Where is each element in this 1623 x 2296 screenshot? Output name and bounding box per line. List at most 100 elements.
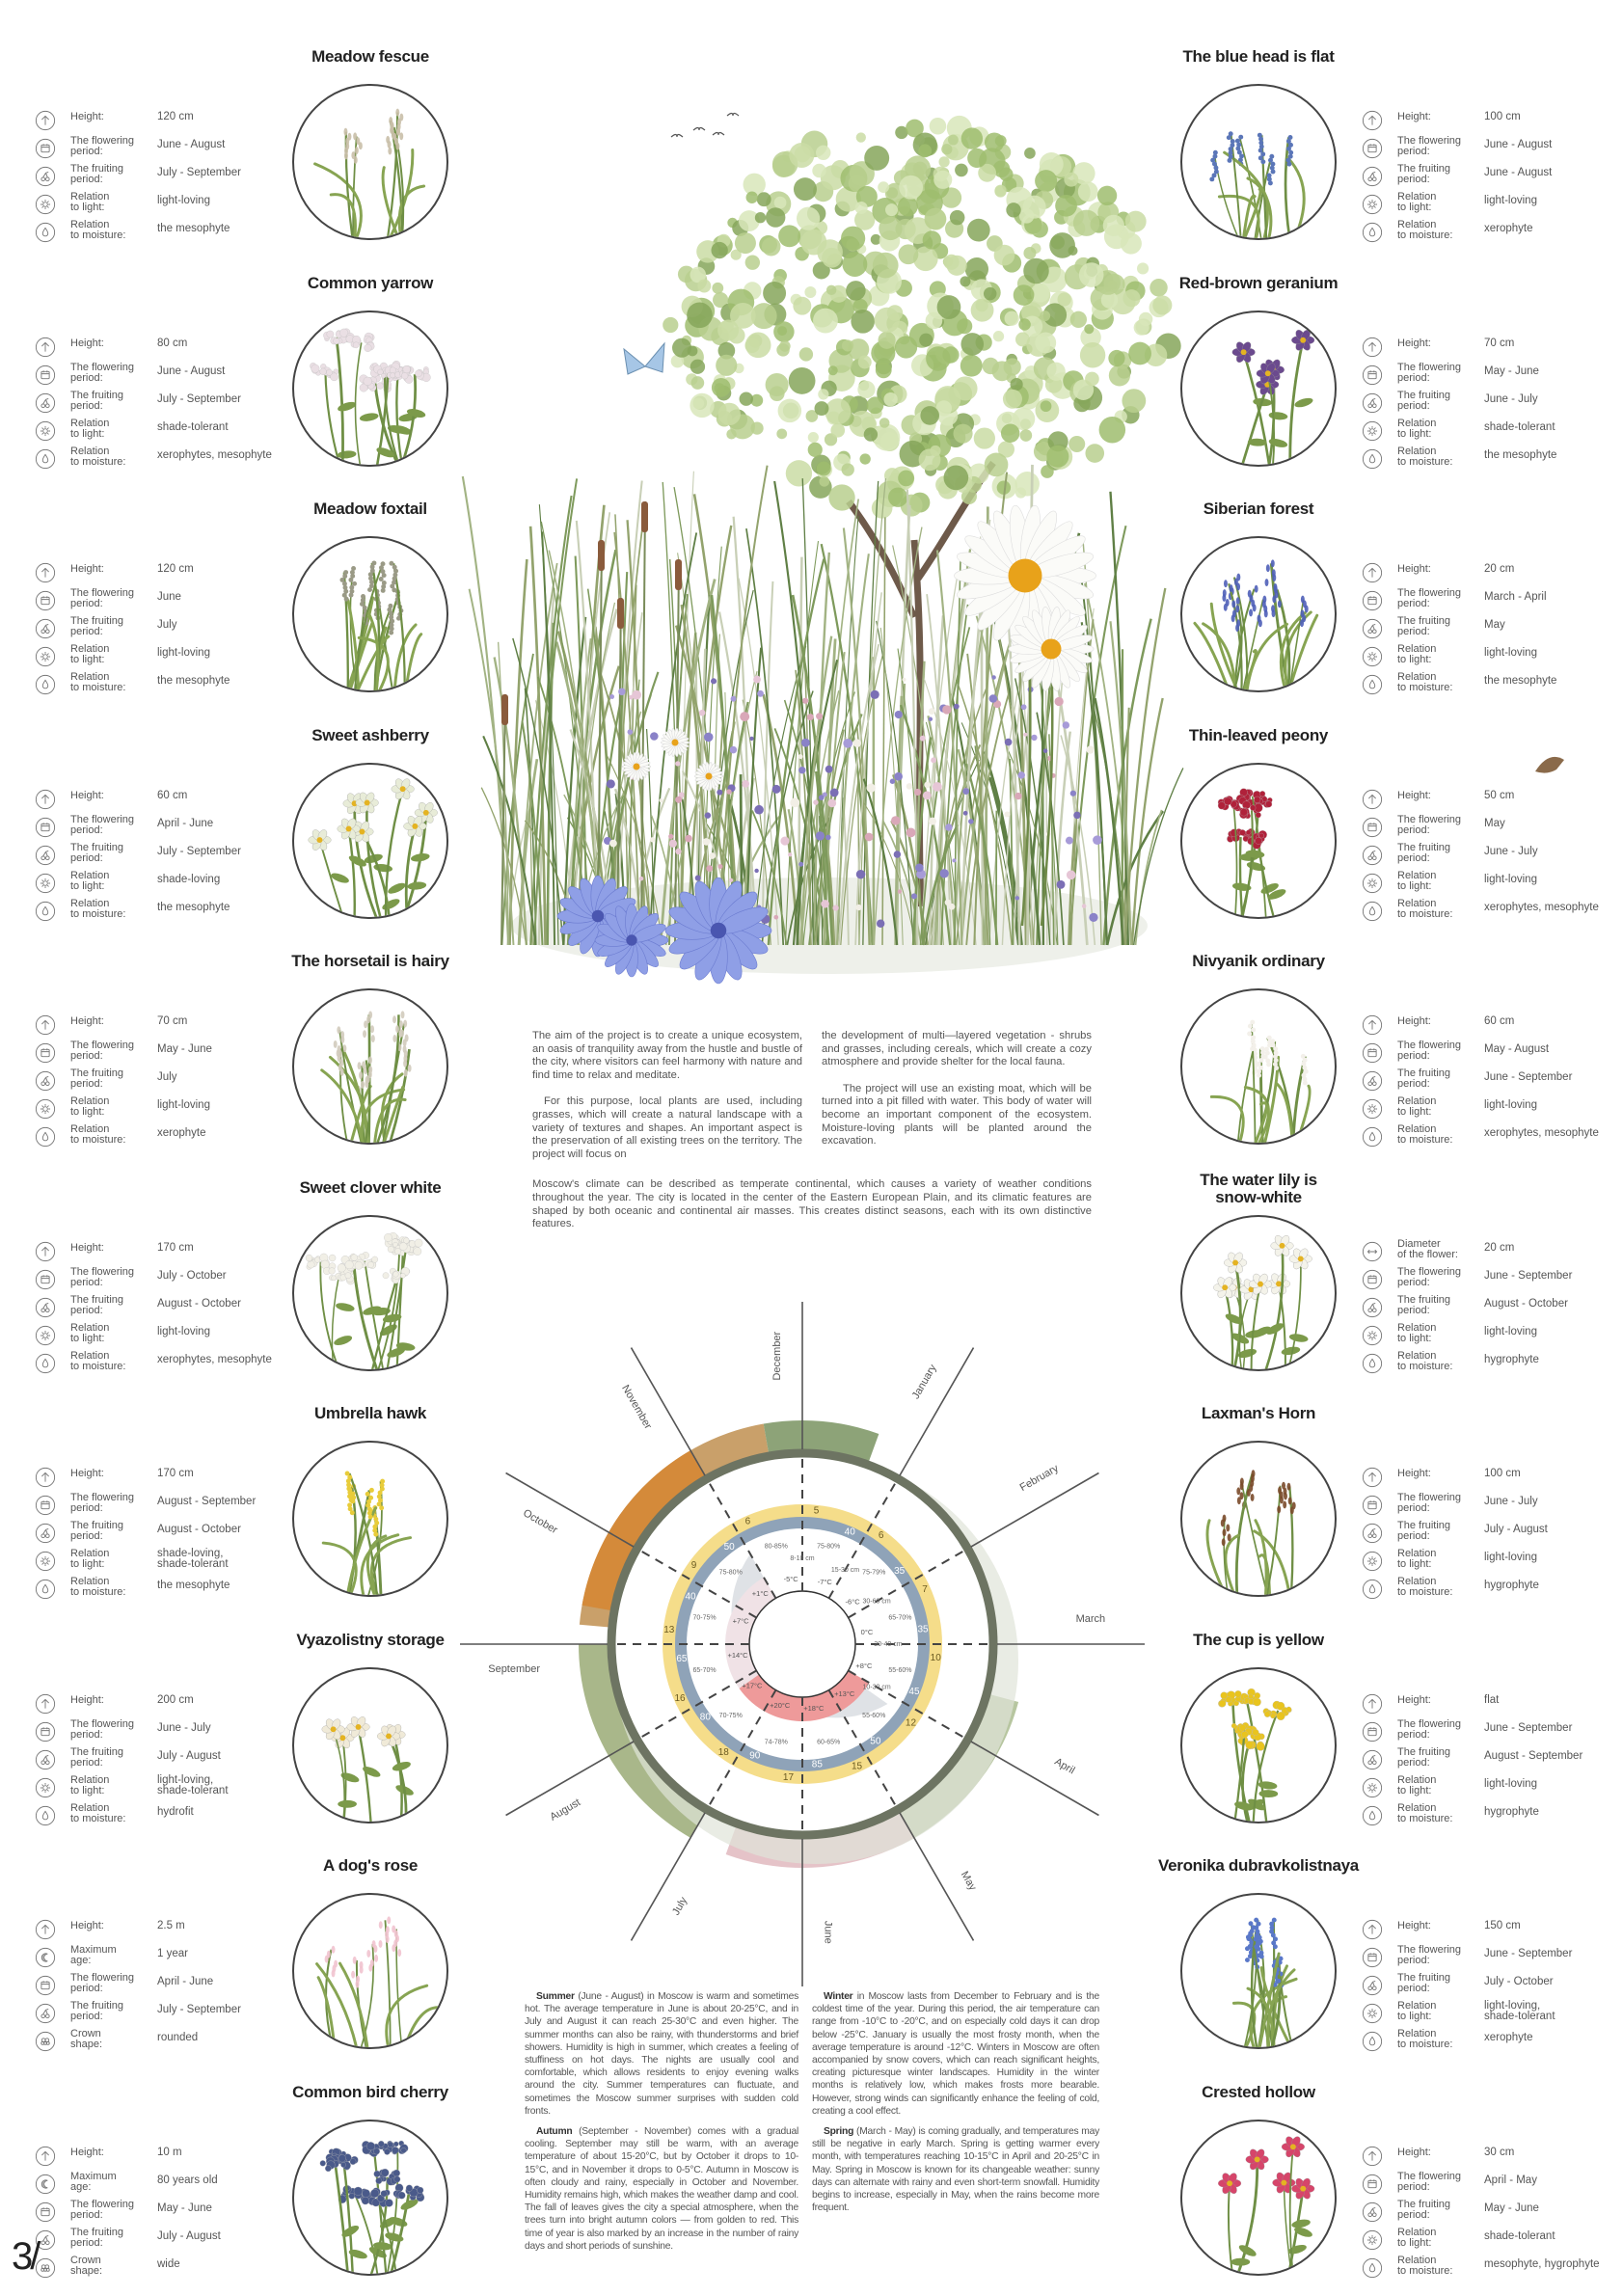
season-text: (September - November) comes with a grad… [525,2126,798,2252]
cherry-icon [1362,1523,1383,1544]
plant-name: The cup is yellow [1193,1630,1324,1649]
climate-text: Moscow's climate can be described as tem… [532,1178,1092,1230]
plant-name: The water lily is snow-white [1200,1170,1317,1206]
height-icon [35,110,56,131]
attribute-label: The flowering period: [70,1040,135,1062]
height-icon [1362,1014,1383,1036]
height-icon [35,2146,56,2167]
plant-name: Siberian forest [1203,500,1314,518]
sunshine-ring [663,1504,942,1784]
attribute-value: 120 cm [157,563,194,575]
height-icon [1362,1467,1383,1488]
attribute-label: Height: [70,1920,104,1931]
attribute-label: Relation to light: [70,1548,110,1570]
precipitation-ring [675,1517,930,1771]
season-spring: Spring (March - May) is coming gradually… [812,2125,1099,2214]
month-divider-dashed [706,1478,777,1599]
drop-icon [1362,448,1383,470]
height-icon [1362,337,1383,358]
precipitation-label: 65 [676,1654,688,1664]
attribute-value: the mesophyte [157,223,230,234]
calendar-icon [1362,1495,1383,1516]
plant-illustration [310,328,431,465]
attribute-label: The flowering period: [70,813,135,836]
temperature-label: -7°C [818,1578,833,1586]
precipitation-label: 85 [812,1760,824,1770]
sun-icon [1362,420,1383,442]
attribute-value: 30 cm [1484,2146,1515,2158]
sun-icon [1362,873,1383,894]
attribute-value: xerophytes, mesophyte [157,1353,272,1365]
plant-illustration [1193,559,1319,690]
attribute-value: light-loving [1484,1099,1537,1111]
cherry-icon [35,618,56,639]
chicory-flower [594,903,669,978]
humidity-ring [687,1528,918,1760]
attribute-value: 120 cm [157,111,194,122]
plant-image [1180,1893,1337,2049]
calendar-icon [1362,138,1383,159]
calendar-icon [35,138,56,159]
sun-icon [35,1777,56,1798]
precipitation-label: 50 [724,1542,736,1553]
attribute-label: Relation to light: [1397,2000,1437,2022]
attribute-label: The flowering period: [1397,587,1462,609]
plant-image [292,84,448,240]
cattail [675,559,682,590]
month-label: April [1052,1756,1076,1776]
warm-temperature-arc [739,1670,870,1721]
sunshine-hours-label: 15 [852,1762,863,1772]
attribute-label: The fruiting period: [70,2226,124,2249]
attribute-value: June - August [1484,139,1553,150]
temperature-label: -6°C [846,1597,861,1606]
attribute-label: Height: [1397,111,1431,122]
attribute-label: Relation to light: [70,869,110,892]
attribute-value: 100 cm [1484,1468,1521,1479]
attribute-value: 50 cm [1484,789,1515,801]
drop-icon [1362,674,1383,695]
sun-icon [1362,646,1383,667]
attribute-label: Relation to moisture: [1397,671,1453,693]
attribute-label: The fruiting period: [1397,615,1451,637]
height-icon [35,789,56,810]
cherry-icon [35,1523,56,1544]
attribute-value: shade-tolerant [1484,2229,1555,2242]
cool-temperature-arc [725,1577,776,1688]
plant-name: Laxman's Horn [1201,1404,1316,1422]
drop-icon [35,1353,56,1374]
sunshine-hours-label: 5 [814,1505,820,1516]
attribute-value: July - September [157,167,241,178]
precipitation-label: 40 [685,1591,696,1602]
month-divider-dashed [827,1689,899,1810]
garden-illustration [461,112,1564,985]
calendar-icon [35,2201,56,2223]
attribute-label: Height: [70,1241,104,1254]
sun-icon [35,420,56,442]
snow-depth-label: 20-40 cm [874,1641,902,1648]
plant-image [1180,1666,1337,1823]
temperature-label: +1°C [752,1589,770,1598]
calendar-icon [1362,365,1383,386]
plant-image [292,310,448,467]
attribute-value: xerophyte [1484,223,1533,234]
cherry-icon [35,166,56,187]
precipitation-label: 35 [917,1624,929,1634]
calendar-icon [35,1042,56,1064]
attribute-value: 10 m [157,2146,182,2158]
plant-illustration [308,777,438,917]
attribute-label: Diameter of the flower: [1397,1237,1458,1260]
cattail [501,694,508,725]
plant-image [292,1441,448,1597]
attribute-label: The flowering period: [70,135,135,157]
attribute-value: August - September [1484,1749,1583,1762]
attribute-value: light-loving [1484,873,1537,885]
month-label: June [822,1921,833,1944]
attribute-label: The flowering period: [1397,1944,1462,1966]
month-divider-dashed [848,1669,968,1741]
seasons-col2: Winter in Moscow lasts from December to … [812,1990,1099,2222]
season-text: (March - May) is coming gradually, and t… [812,2126,1099,2214]
attribute-label: The fruiting period: [70,163,124,185]
attribute-value: 60 cm [157,789,188,801]
season-summer: Summer (June - August) in Moscow is warm… [525,1990,798,2118]
plant-name: Meadow foxtail [313,500,427,518]
